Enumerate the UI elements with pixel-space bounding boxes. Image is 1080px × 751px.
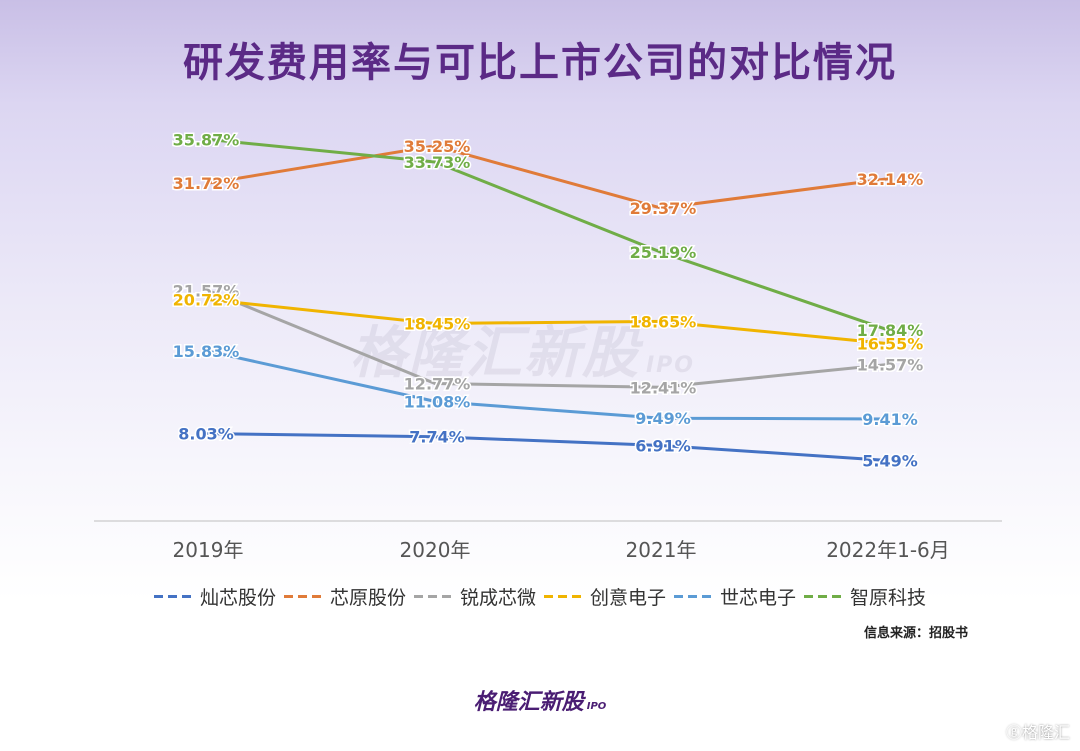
data-label: 5.49% (862, 452, 918, 471)
legend-label: 芯原股份 (329, 587, 406, 609)
series-line-5 (206, 349, 890, 421)
data-label: 31.72% (173, 174, 240, 193)
x-tick-label: 2022年1-6月 (826, 538, 950, 562)
data-label: 15.83% (173, 342, 240, 361)
brand-name: 格隆汇新股 (473, 690, 584, 715)
data-label: 11.08% (404, 392, 471, 411)
legend-swatch (544, 595, 586, 598)
data-label: 7.74% (409, 428, 465, 447)
legend-item: 灿芯股份 (153, 583, 276, 610)
legend-label: 灿芯股份 (199, 587, 276, 609)
data-label: 6.91% (635, 437, 691, 456)
brand-sub: IPO (586, 701, 607, 712)
data-label: 33.73% (404, 153, 471, 172)
x-tick-label: 2021年 (626, 538, 697, 562)
legend-swatch (413, 595, 456, 598)
chart-legend: 灿芯股份 芯原股份 锐成芯微 创意电子 世芯电子 智原科技 (0, 583, 1080, 610)
legend-swatch (283, 595, 326, 598)
x-tick-label: 2020年 (400, 538, 471, 562)
legend-item: 锐成芯微 (413, 583, 536, 610)
data-label: 14.57% (857, 356, 924, 375)
data-label: 12.41% (630, 378, 697, 397)
legend-label: 世芯电子 (720, 587, 797, 609)
data-label: 18.65% (630, 312, 697, 331)
source-note: 信息来源：招股书 (863, 626, 968, 641)
series-line-1 (206, 432, 890, 462)
data-label: 8.03% (178, 425, 234, 444)
data-label: 17.84% (857, 321, 924, 340)
data-label: 29.37% (630, 199, 697, 218)
legend-swatch (153, 595, 196, 598)
data-label: 9.41% (862, 410, 918, 429)
series-line-3 (206, 289, 890, 389)
series-line-6 (206, 137, 890, 332)
brand-logo: 格隆汇新股 IPO (0, 684, 1080, 716)
legend-label: 锐成芯微 (459, 587, 536, 609)
legend-label: 创意电子 (590, 587, 667, 609)
data-label: 21.57% (173, 282, 240, 301)
data-label: 12.77% (404, 375, 471, 394)
x-tick-label: 2019年 (173, 538, 244, 562)
legend-item: 创意电子 (544, 583, 666, 610)
data-label: 18.45% (404, 315, 471, 334)
legend-swatch (804, 595, 847, 598)
corner-watermark: ⓖ格隆汇 (1005, 723, 1070, 742)
legend-label: 智原科技 (850, 587, 927, 609)
data-label: 32.14% (857, 170, 924, 189)
data-label: 20.72% (173, 291, 240, 310)
data-label: 9.49% (635, 409, 691, 428)
data-label: 35.87% (173, 130, 240, 149)
data-label: 35.25% (404, 137, 471, 156)
series-line-2 (206, 144, 890, 210)
chart-title: 研发费用率与可比上市公司的对比情况 (183, 40, 897, 86)
legend-swatch (674, 595, 717, 598)
data-label: 16.55% (857, 335, 924, 354)
legend-item: 智原科技 (804, 583, 926, 610)
legend-item: 芯原股份 (283, 583, 406, 610)
series-line-4 (206, 298, 890, 346)
data-label: 25.19% (630, 243, 697, 262)
legend-item: 世芯电子 (674, 583, 796, 610)
